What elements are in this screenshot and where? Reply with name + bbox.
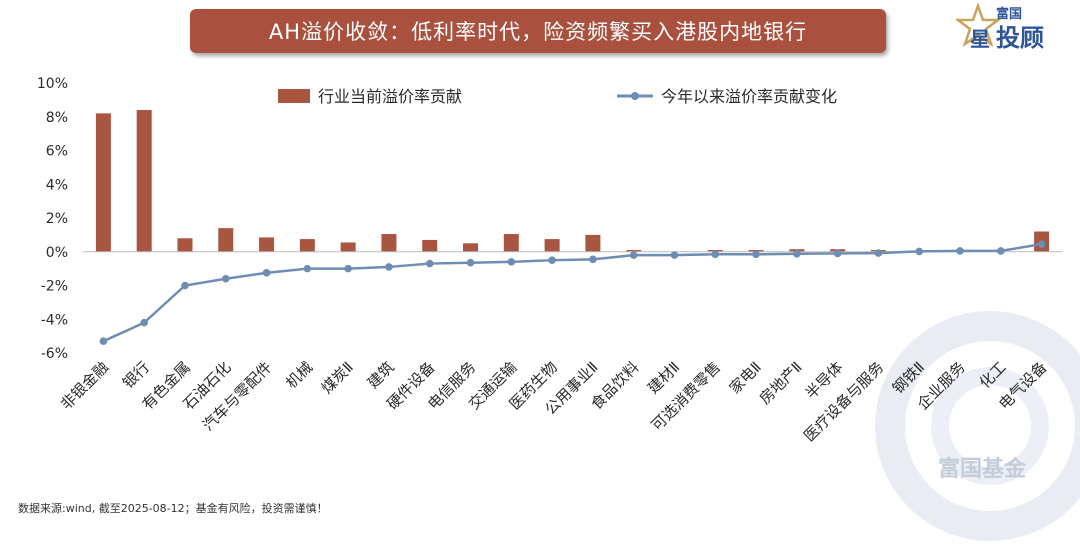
bar [218, 228, 234, 252]
y-tick-label: 8% [46, 110, 68, 126]
line-point [711, 250, 720, 259]
bar [340, 242, 356, 252]
bar [544, 239, 560, 252]
x-category-label: 机械 [282, 358, 316, 392]
line-point [425, 259, 434, 268]
watermark-text: 富国基金 [938, 456, 1027, 482]
bar-series [95, 110, 1050, 252]
y-axis: -6% -4% -2% 0% 2% 4% 6% 8% 10% [37, 76, 68, 362]
y-tick-label: -4% [41, 312, 68, 328]
line-point [833, 249, 842, 258]
brand-top-text: 富国 [996, 6, 1022, 22]
x-category-label: 银行 [119, 358, 153, 392]
chart: -6% -4% -2% 0% 2% 4% 6% 8% 10% 非银金融 银行有色金属石油石化汽车与… [37, 76, 1062, 445]
line-point [956, 247, 964, 255]
line-point [997, 247, 1005, 255]
y-tick-label: 2% [46, 211, 68, 227]
line-point [548, 256, 556, 264]
watermark-inner-ring-icon [931, 367, 1049, 485]
bar [626, 250, 642, 252]
x-category-label: 房地产Ⅱ [756, 358, 806, 408]
bar [95, 113, 111, 252]
bar [177, 238, 193, 252]
y-tick-label: 6% [46, 144, 68, 160]
bar [503, 234, 519, 252]
legend-line-label: 今年以来溢价率贡献变化 [661, 87, 837, 106]
brand-star-text: 星 [970, 27, 990, 51]
bar [463, 243, 479, 252]
chart-title: AH溢价收敛：低利率时代，险资频繁买入港股内地银行 [268, 20, 808, 44]
y-tick-label: 4% [46, 177, 68, 193]
line-point [507, 258, 516, 266]
legend-bar-label: 行业当前溢价率贡献 [318, 87, 462, 106]
y-tick-label: 10% [37, 76, 68, 92]
source-note: 数据来源:wind, 截至2025-08-12；基金有风险，投资需谨慎！ [18, 502, 328, 515]
line-point [874, 249, 883, 257]
legend-line-marker [631, 92, 639, 100]
line-point [303, 264, 312, 273]
bar [381, 234, 397, 252]
line-point [262, 269, 271, 277]
line-point [589, 255, 597, 264]
y-tick-label: -6% [41, 346, 68, 362]
chart-title-banner: AH溢价收敛：低利率时代，险资频繁买入港股内地银行 [190, 9, 886, 53]
brand-main-text: 投顾 [996, 24, 1044, 52]
line-point [466, 258, 475, 267]
line-point [140, 318, 148, 327]
line-point [1037, 240, 1046, 248]
line-point [344, 264, 352, 273]
line-point [221, 274, 230, 283]
line-point [629, 251, 638, 259]
line-point [752, 250, 760, 259]
legend-bar-swatch [278, 89, 310, 103]
bar [422, 239, 438, 252]
line-point [385, 263, 393, 271]
bar [136, 110, 152, 252]
series-line [102, 242, 1042, 343]
y-tick-label: -2% [41, 279, 68, 295]
x-category-label: 化工 [976, 358, 1010, 392]
x-category-label: 非银金融 [57, 358, 112, 413]
line-point [915, 247, 924, 256]
line-point [99, 337, 108, 345]
line-point [670, 251, 679, 259]
line-series [99, 240, 1046, 345]
bar [299, 239, 315, 252]
bar [585, 234, 601, 252]
line-point [181, 281, 189, 290]
star-icon [956, 2, 1002, 48]
x-category-label: 煤炭Ⅱ [318, 358, 357, 397]
brand-logo: 富国 星 投顾 [956, 2, 1044, 52]
line-point [793, 249, 801, 258]
legend: 行业当前溢价率贡献 今年以来溢价率贡献变化 [278, 87, 837, 106]
y-tick-label: 0% [46, 245, 68, 261]
x-category-label: 建筑 [364, 358, 398, 392]
bar [259, 237, 275, 252]
